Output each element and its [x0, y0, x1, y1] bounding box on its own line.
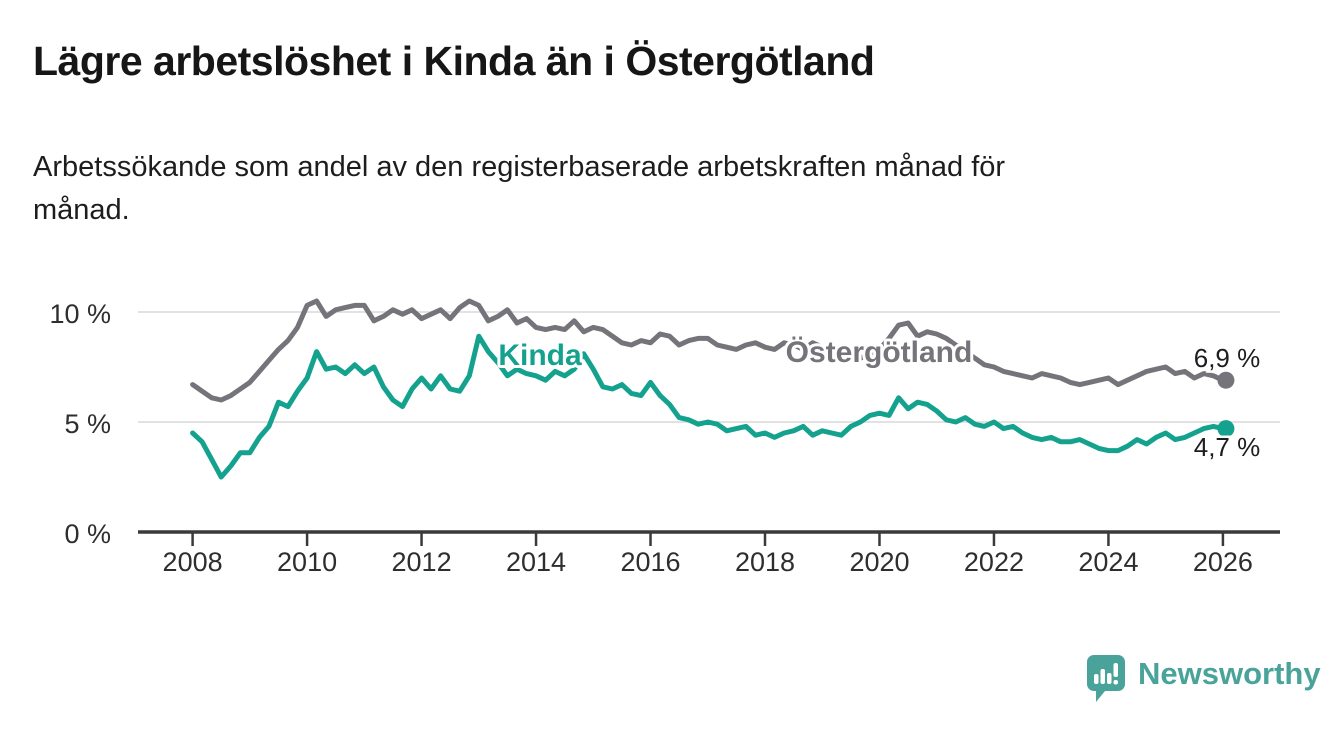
x-tick-label: 2022 — [964, 547, 1024, 577]
x-tick-label: 2012 — [392, 547, 452, 577]
logo-bar-3 — [1107, 673, 1112, 684]
y-tick-label: 10 % — [49, 299, 111, 329]
logo-exclamation-bar — [1113, 663, 1118, 677]
series-label-1: Kinda — [498, 339, 582, 372]
logo-bar-1 — [1094, 674, 1099, 684]
series-line-0 — [190, 298, 1226, 403]
y-tick-label: 0 % — [64, 519, 111, 549]
chart-subtitle: Arbetssökande som andel av den registerb… — [33, 146, 1005, 232]
x-tick-label: 2018 — [735, 547, 795, 577]
series-end-dot-1 — [1217, 420, 1235, 438]
y-tick-label: 5 % — [64, 409, 111, 439]
x-tick-label: 2020 — [849, 547, 909, 577]
x-tick-label: 2024 — [1078, 547, 1138, 577]
series-label-0: Östergötland — [786, 336, 973, 369]
logo-bar-2 — [1100, 669, 1105, 684]
x-tick-label: 2008 — [163, 547, 223, 577]
newsworthy-logo-icon — [1087, 655, 1125, 702]
x-tick-label: 2014 — [506, 547, 566, 577]
series-end-dot-0 — [1217, 371, 1235, 389]
page-title: Lägre arbetslöshet i Kinda än i Östergöt… — [33, 38, 875, 84]
logo-exclamation-dot — [1113, 680, 1118, 685]
x-tick-label: 2026 — [1193, 547, 1253, 577]
logo-bubble-shape — [1087, 655, 1125, 702]
x-tick-label: 2010 — [277, 547, 337, 577]
newsworthy-brand: Newsworthy — [1086, 654, 1321, 704]
subtitle-line-1: Arbetssökande som andel av den registerb… — [33, 151, 1006, 183]
series-line-1 — [190, 333, 1226, 480]
series-end-value-label-0: 6,9 % — [1194, 343, 1261, 373]
subtitle-line-2: månad. — [33, 194, 130, 226]
brand-name: Newsworthy — [1138, 656, 1321, 691]
series-end-value-label-1: 4,7 % — [1194, 432, 1261, 462]
x-tick-label: 2016 — [620, 547, 680, 577]
